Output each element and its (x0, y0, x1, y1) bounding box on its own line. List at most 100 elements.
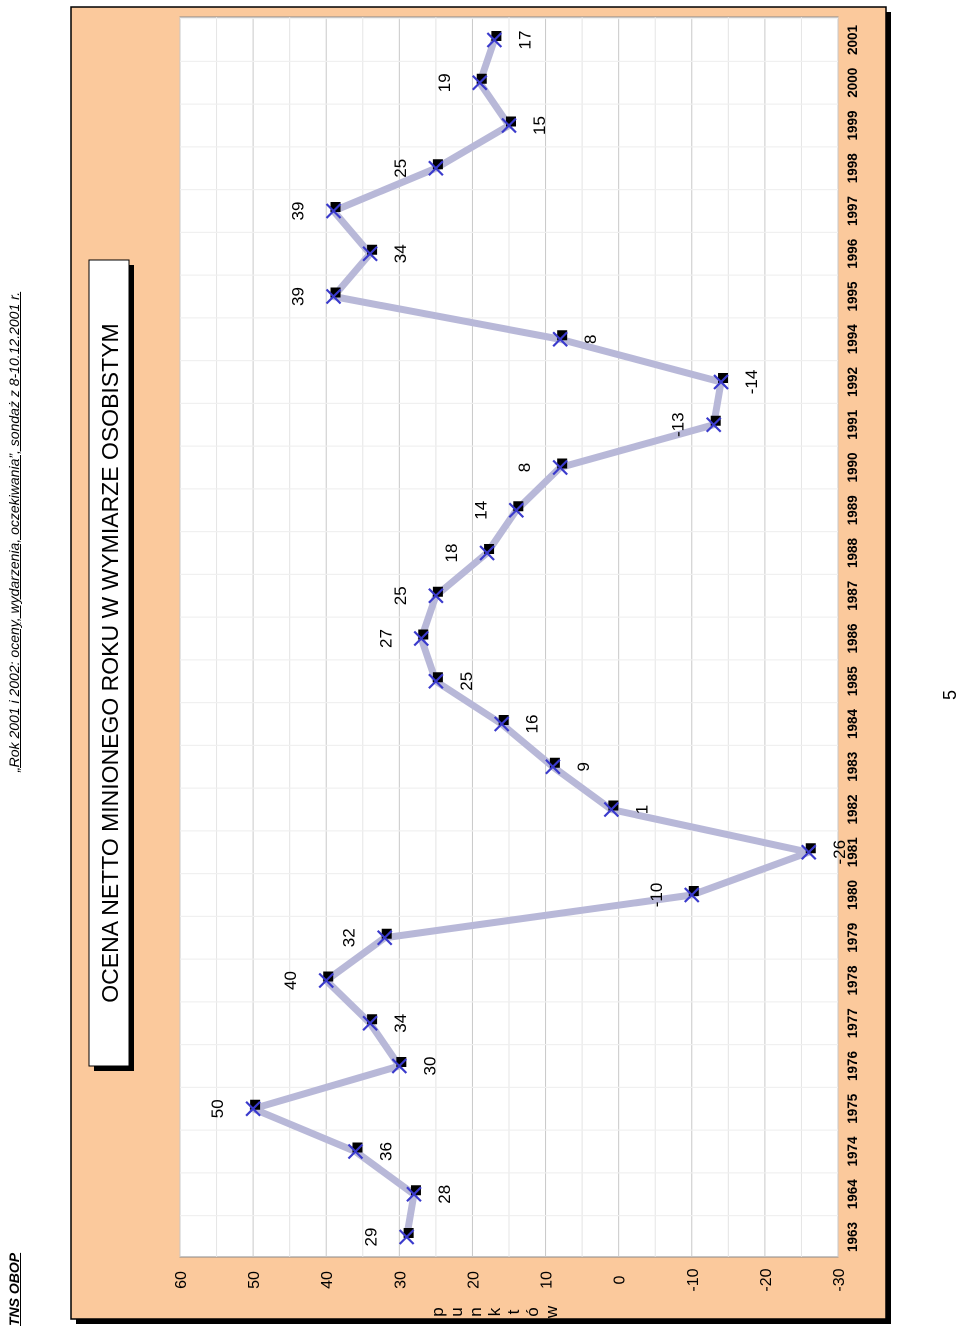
data-label: 40 (281, 971, 300, 990)
marker-square (403, 1228, 414, 1238)
x-tick-label: 1976 (845, 1050, 860, 1081)
marker-x (406, 1186, 422, 1203)
data-label: 50 (208, 1099, 227, 1118)
data-label: 25 (391, 586, 410, 605)
x-tick-label: 1998 (845, 153, 860, 184)
marker-square (491, 31, 502, 41)
marker-x (552, 459, 568, 476)
x-tick-label: 1977 (845, 1008, 860, 1038)
marker-square (352, 1142, 363, 1153)
data-label: 34 (391, 1014, 410, 1033)
marker-x (398, 1229, 415, 1245)
marker-x (362, 245, 378, 262)
x-tick-label: 1994 (845, 324, 860, 355)
x-tick-label: 1991 (845, 409, 860, 440)
marker-square (410, 1185, 421, 1196)
marker-x (391, 1058, 408, 1074)
marker-x (508, 502, 525, 519)
x-tick-label: 1999 (845, 110, 860, 140)
y-label-letter: p (428, 1307, 447, 1316)
data-label: 18 (442, 544, 461, 563)
data-label: 16 (523, 715, 542, 734)
data-label: 8 (581, 335, 600, 344)
data-label: 17 (515, 31, 534, 50)
y-tick-label: 50 (246, 1271, 263, 1289)
y-label-letter: t (504, 1309, 523, 1314)
grid (179, 17, 839, 1257)
marker-square (396, 1057, 407, 1067)
x-tick-label: 1992 (845, 367, 860, 397)
marker-x (428, 587, 444, 604)
x-tick-label: 1997 (845, 196, 860, 226)
marker-square (484, 544, 495, 554)
marker-square (367, 244, 378, 255)
x-tick-label: 2001 (845, 24, 860, 55)
marker-square (330, 287, 341, 298)
marker-square (367, 1014, 378, 1025)
data-label: 30 (420, 1057, 439, 1076)
title-box-frame (88, 259, 130, 1067)
marker-square (549, 757, 560, 768)
marker-square (608, 800, 619, 811)
x-tick-label: 1990 (845, 452, 860, 482)
marker-square (432, 672, 443, 683)
data-label: 9 (574, 762, 593, 771)
marker-square (476, 73, 487, 84)
marker-square (418, 629, 429, 640)
x-tick-label: 1978 (845, 965, 860, 996)
data-label: 8 (515, 463, 534, 472)
data-label: 34 (391, 244, 410, 263)
y-tick-label: 20 (465, 1271, 482, 1289)
x-tick-label: 2000 (845, 68, 860, 98)
x-tick-label: 1984 (845, 708, 860, 739)
x-tick-label: 1974 (845, 1136, 860, 1167)
y-tick-label: 30 (392, 1271, 409, 1289)
marker-x (800, 844, 817, 861)
title-box: OCENA NETTO MINIONEGO ROKU W WYMIARZE OS… (88, 259, 134, 1071)
x-axis-ticks: 1963 1964 1974 1975 1976 1977 1978 1979 1980 1981… (845, 24, 860, 1252)
marker-x (603, 801, 620, 818)
marker-square (506, 116, 516, 127)
marker-x (325, 288, 342, 305)
data-label: 19 (435, 73, 454, 92)
marker-x (545, 758, 561, 775)
data-label: 36 (376, 1142, 395, 1161)
marker-square (250, 1099, 261, 1110)
x-tick-label: 1995 (845, 281, 860, 312)
x-tick-label: 1986 (845, 623, 860, 654)
data-label: 25 (391, 159, 410, 178)
marker-x (705, 416, 722, 433)
data-label: 15 (530, 116, 549, 135)
y-tick-label: 60 (173, 1271, 190, 1289)
data-label: -14 (742, 370, 761, 395)
x-tick-label: 1982 (845, 794, 860, 824)
y-tick-label: 0 (612, 1275, 629, 1284)
markers (245, 31, 817, 1245)
data-label: -10 (647, 883, 666, 908)
marker-x (428, 673, 444, 690)
x-tick-label: 1996 (845, 238, 860, 269)
marker-x (362, 1015, 378, 1032)
marker-x (428, 160, 444, 177)
marker-square (513, 501, 524, 512)
marker-square (688, 886, 699, 896)
y-tick-label: -10 (685, 1268, 702, 1291)
x-tick-label: 1985 (845, 666, 860, 697)
marker-square (330, 202, 341, 212)
x-tick-label: 1989 (845, 495, 860, 525)
marker-square (718, 373, 729, 383)
data-label: 25 (457, 672, 476, 691)
x-tick-label: 1983 (845, 751, 860, 782)
marker-square (805, 843, 816, 854)
data-label: 27 (376, 629, 395, 648)
marker-square (557, 458, 568, 469)
x-tick-label: 1975 (845, 1093, 860, 1124)
x-tick-label: 1987 (845, 581, 860, 611)
data-label: -13 (669, 412, 688, 437)
chart-title: OCENA NETTO MINIONEGO ROKU W WYMIARZE OS… (97, 323, 123, 1002)
marker-x (245, 1100, 261, 1117)
data-label: 29 (362, 1228, 381, 1247)
x-tick-label: 1963 (845, 1221, 860, 1252)
